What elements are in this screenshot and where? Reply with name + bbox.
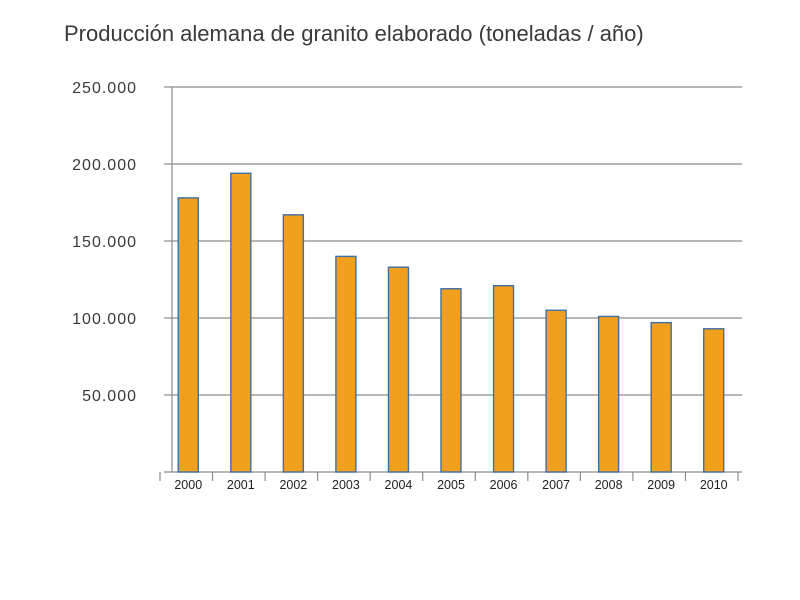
chart-title: Producción alemana de granito elaborado … [64,21,644,46]
x-tick-label: 2006 [490,478,518,492]
x-tick-label: 2002 [279,478,307,492]
bar-2002 [282,214,305,473]
bar-2005 [440,288,462,473]
x-tick-label: 2008 [595,478,623,492]
y-tick-label: 150.000 [72,234,137,251]
x-tick-label: 2007 [542,478,570,492]
bar-2007 [545,309,567,473]
bar-2001 [230,172,252,473]
y-tick-label: 200.000 [72,157,137,174]
bar-2006 [492,284,515,473]
x-tick-label: 2000 [174,478,202,492]
x-tick-label: 2009 [647,478,675,492]
bars-layer [177,172,725,473]
bar-2004 [387,266,410,473]
y-tick-label: 50.000 [82,388,137,405]
y-tick-label: 100.000 [72,311,137,328]
bar-2008 [597,315,620,473]
labels-layer: 50.000 100.000 150.000 200.000 250.000 2000 20… [72,80,728,492]
x-tick-label: 2004 [385,478,413,492]
x-tick-label: 2003 [332,478,360,492]
x-tick-label: 2001 [227,478,255,492]
bar-2010 [703,328,725,473]
bar-2000 [177,197,199,473]
bar-2009 [650,321,672,473]
bar-2003 [335,255,357,473]
x-tick-label: 2005 [437,478,465,492]
y-tick-label: 250.000 [72,80,137,97]
x-tick-label: 2010 [700,478,728,492]
